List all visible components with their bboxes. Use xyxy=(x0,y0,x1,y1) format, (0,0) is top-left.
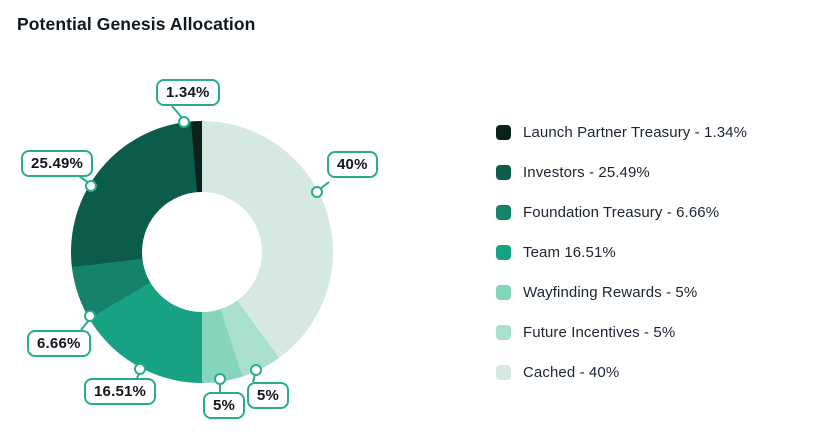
donut-hole xyxy=(142,192,262,312)
legend-item-future-incentives: Future Incentives - 5% xyxy=(496,323,747,341)
legend-item-launch-partner-treasury: Launch Partner Treasury - 1.34% xyxy=(496,123,748,141)
legend-swatch xyxy=(496,364,511,380)
donut-chart: 1.34% 25.49% 40% 6.66% 16.51% 5% 5% xyxy=(0,60,460,439)
legend-item-label: Future Incentives - 5% xyxy=(523,323,676,341)
legend-item-label: Investors - 25.49% xyxy=(523,163,650,181)
legend-item-label: Team 16.51% xyxy=(523,243,616,261)
legend-item-team: Team 16.51% xyxy=(496,243,747,261)
legend-item-foundation-treasury: Foundation Treasury - 6.66% xyxy=(496,203,747,221)
callout-launch-partner-treasury: 1.34% xyxy=(156,79,220,106)
legend-swatch xyxy=(496,324,511,340)
page-title: Potential Genesis Allocation xyxy=(17,14,256,34)
callout-future-incentives: 5% xyxy=(247,382,290,409)
legend-swatch xyxy=(496,204,511,220)
legend-swatch xyxy=(496,164,511,180)
legend: Launch Partner Treasury - 1.34% Investor… xyxy=(496,124,747,404)
legend-item-label: Launch Partner Treasury - 1.34% xyxy=(523,123,748,141)
legend-item-label: Wayfinding Rewards - 5% xyxy=(523,283,698,301)
callout-investors: 25.49% xyxy=(21,150,94,177)
legend-item-investors: Investors - 25.49% xyxy=(496,163,747,181)
legend-item-label: Cached - 40% xyxy=(523,363,620,381)
callout-wayfinding-rewards: 5% xyxy=(203,392,246,419)
legend-swatch xyxy=(496,124,511,140)
legend-swatch xyxy=(496,284,511,300)
callout-foundation-treasury: 6.66% xyxy=(27,330,91,357)
callout-cached: 40% xyxy=(327,151,378,178)
callout-team: 16.51% xyxy=(84,378,157,405)
legend-item-cached: Cached - 40% xyxy=(496,363,747,381)
legend-item-wayfinding-rewards: Wayfinding Rewards - 5% xyxy=(496,283,747,301)
legend-swatch xyxy=(496,244,511,260)
legend-item-label: Foundation Treasury - 6.66% xyxy=(523,203,720,221)
